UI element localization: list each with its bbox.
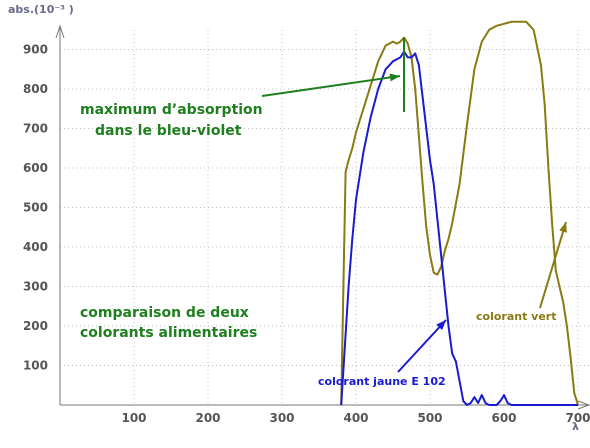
grid [60,30,590,405]
annotation-colorant-jaune: colorant jaune E 102 [318,375,446,388]
tick-labels: 100 200 300 400 500 600 700 800 900 100 200 300 400 5… [23,43,590,426]
series-colorant-vert-line [340,20,579,406]
annotation-max-line2: dans le bleu-violet [95,123,242,139]
y-tick-label: 500 [23,201,48,215]
arrow-maximum-absorption-head [389,73,400,82]
y-tick-label: 700 [23,122,48,136]
annotation-comparison-line1: comparaison de deux [80,305,249,321]
y-tick-label: 800 [23,82,48,96]
x-tick-label: 500 [417,411,442,425]
annotation-max-line1: maximum d’absorption [80,102,263,118]
x-tick-label: 400 [343,411,368,425]
annotation-colorant-vert: colorant vert [476,310,557,323]
annotation-comparison-line2: colorants alimentaires [80,325,257,341]
x-tick-label: 100 [121,411,146,425]
y-tick-label: 900 [23,43,48,57]
x-axis-arrowhead [577,400,590,410]
x-axis-label: λ [572,420,579,433]
series-lines [340,20,579,406]
arrow-colorant-vert [539,221,567,309]
y-tick-label: 200 [23,319,48,333]
x-tick-label: 600 [491,411,516,425]
arrow-colorant-jaune [397,319,447,373]
y-axis-label: abs.(10⁻³ ) [8,3,74,16]
arrow-colorant-jaune-head [436,320,446,331]
x-tick-label: 700 [565,411,590,425]
series-colorant-jaune-line [340,50,578,406]
y-tick-label: 600 [23,161,48,175]
x-tick-label: 300 [269,411,294,425]
y-tick-label: 400 [23,240,48,254]
y-tick-label: 300 [23,280,48,294]
y-tick-label: 100 [23,359,48,373]
x-tick-label: 200 [195,411,220,425]
arrow-maximum-absorption [261,75,401,97]
arrow-colorant-vert-head [559,222,567,233]
annotation-arrows [261,38,567,373]
axes [55,24,590,410]
y-axis-arrowhead [55,24,65,39]
